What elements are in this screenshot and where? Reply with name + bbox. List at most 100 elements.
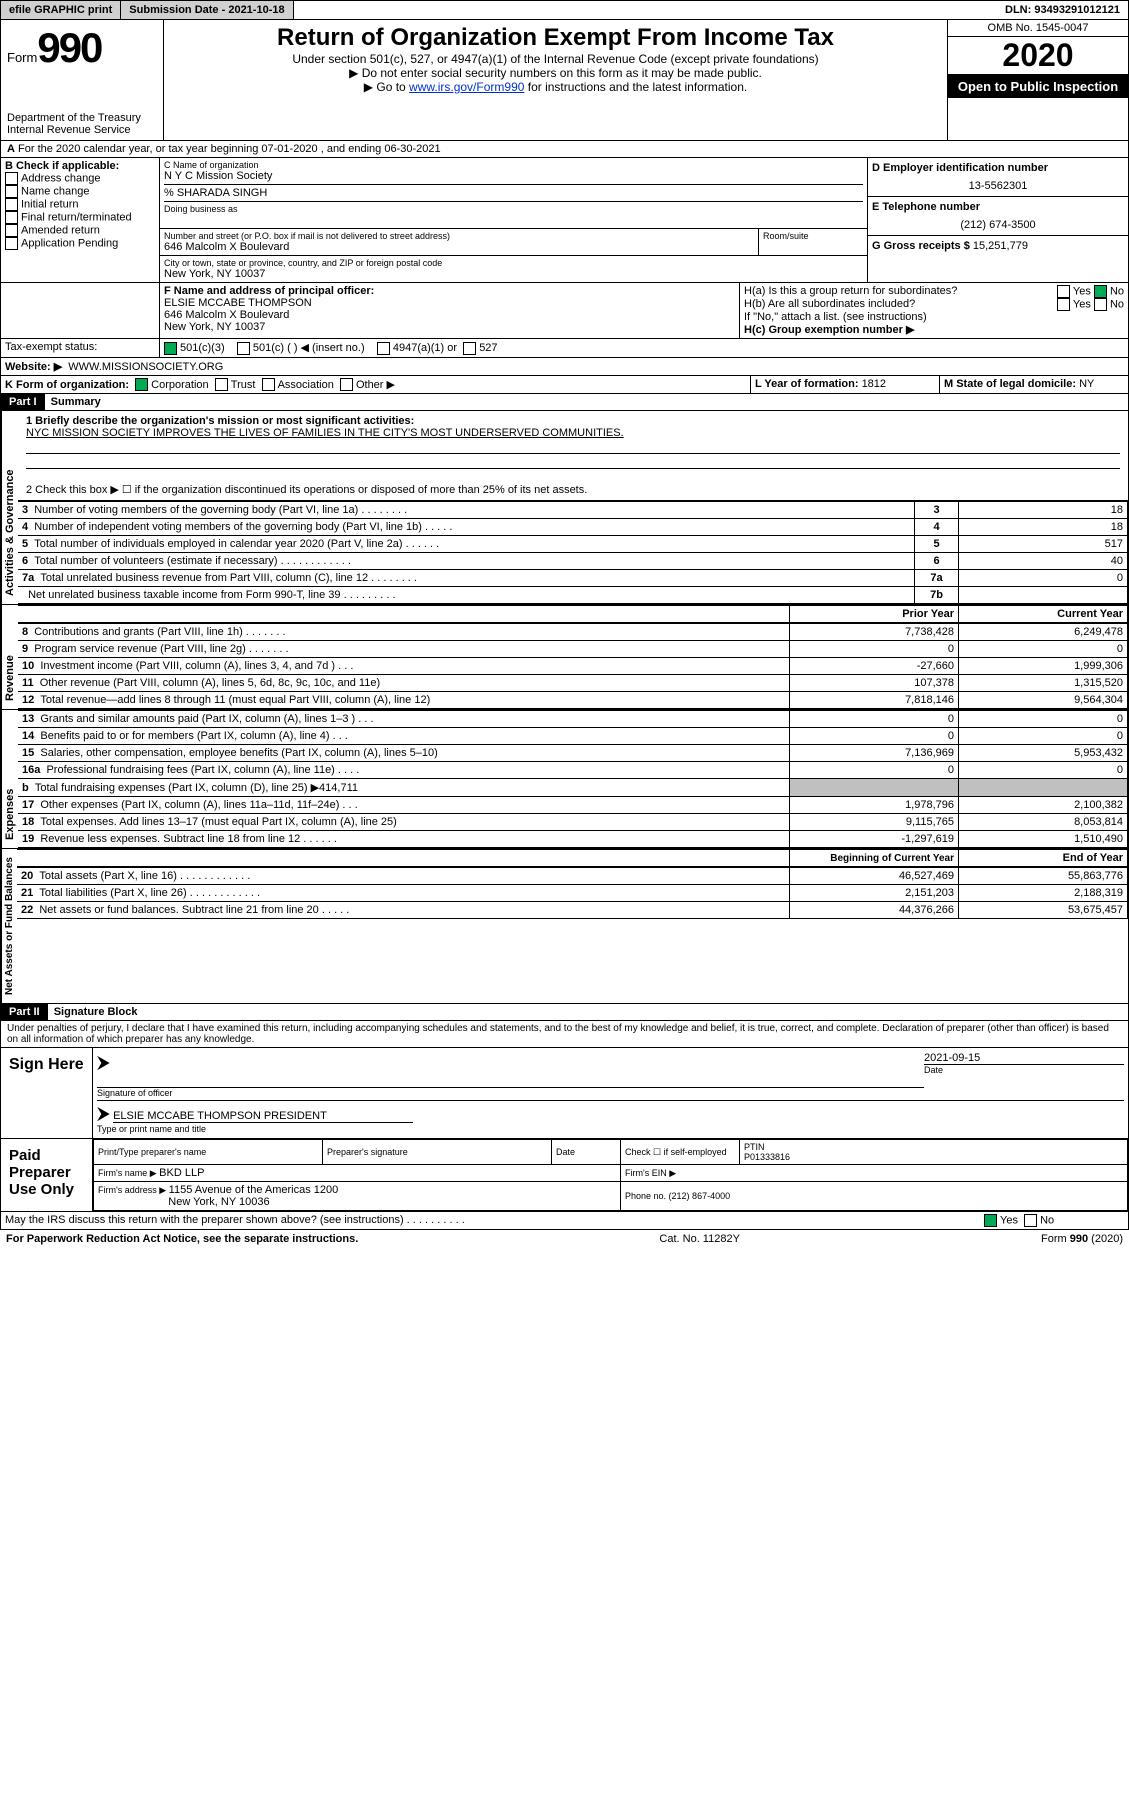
state-domicile: NY (1079, 378, 1094, 390)
submission-date: Submission Date - 2021-10-18 (121, 1, 293, 19)
type-print-label: Type or print name and title (97, 1124, 1124, 1134)
q1-label: 1 Briefly describe the organization's mi… (26, 415, 1120, 427)
table-row: 20 Total assets (Part X, line 16) . . . … (17, 868, 1128, 885)
care-of: % SHARADA SINGH (164, 184, 863, 199)
pra-notice: For Paperwork Reduction Act Notice, see … (6, 1233, 358, 1245)
paid-preparer-block: Paid Preparer Use Only Print/Type prepar… (0, 1139, 1129, 1212)
table-row: 5 Total number of individuals employed i… (18, 536, 1128, 553)
revenue-label: Revenue (1, 605, 18, 709)
b-option[interactable]: Amended return (5, 224, 155, 237)
prep-sig-label: Preparer's signature (323, 1140, 552, 1165)
b-option[interactable]: Initial return (5, 198, 155, 211)
gross-receipts-label: G Gross receipts $ (872, 240, 973, 252)
other-check[interactable] (340, 378, 353, 391)
subtitle-3: ▶ Go to www.irs.gov/Form990 for instruct… (168, 80, 943, 94)
tax-year: 2020 (948, 37, 1128, 75)
hb-yes-check[interactable] (1057, 298, 1070, 311)
irs-label: Internal Revenue Service (7, 124, 157, 136)
527-check[interactable] (463, 342, 476, 355)
ha-label: H(a) Is this a group return for subordin… (744, 285, 957, 298)
b-option[interactable]: Final return/terminated (5, 211, 155, 224)
street-address: 646 Malcolm X Boulevard (164, 241, 754, 253)
city-label: City or town, state or province, country… (164, 258, 863, 268)
date-label: Date (924, 1064, 1124, 1075)
ein-value: 13-5562301 (872, 180, 1124, 192)
table-row: Net unrelated business taxable income fr… (18, 587, 1128, 604)
table-row: 9 Program service revenue (Part VIII, li… (18, 641, 1128, 658)
omb-number: OMB No. 1545-0047 (948, 20, 1128, 37)
501c3-check[interactable] (164, 342, 177, 355)
discuss-no-check[interactable] (1024, 1214, 1037, 1227)
table-row: 3 Number of voting members of the govern… (18, 502, 1128, 519)
room-suite: Room/suite (758, 229, 867, 255)
table-row: 19 Revenue less expenses. Subtract line … (18, 831, 1128, 848)
b-option[interactable]: Address change (5, 172, 155, 185)
firm-addr2: New York, NY 10036 (168, 1196, 269, 1208)
ha-yes-check[interactable] (1057, 285, 1070, 298)
q2-text: 2 Check this box ▶ ☐ if the organization… (26, 483, 1120, 496)
discuss-yes-check[interactable] (984, 1214, 997, 1227)
b-label: B Check if applicable: (5, 160, 155, 172)
table-row: 13 Grants and similar amounts paid (Part… (18, 711, 1128, 728)
section-bcde: B Check if applicable: Address changeNam… (0, 158, 1129, 283)
dept-treasury: Department of the Treasury (7, 112, 157, 124)
prep-name-label: Print/Type preparer's name (94, 1140, 323, 1165)
corp-check[interactable] (135, 378, 148, 391)
self-employed-check[interactable]: Check ☐ if self-employed (621, 1140, 740, 1165)
firm-addr1: 1155 Avenue of the Americas 1200 (169, 1184, 339, 1196)
hb-label: H(b) Are all subordinates included? (744, 298, 915, 311)
city-state-zip: New York, NY 10037 (164, 268, 863, 280)
trust-check[interactable] (215, 378, 228, 391)
hc-label: H(c) Group exemption number ▶ (744, 323, 1124, 336)
efile-btn[interactable]: efile GRAPHIC print (1, 1, 121, 19)
table-row: 21 Total liabilities (Part X, line 26) .… (17, 885, 1128, 902)
ein-label: D Employer identification number (872, 162, 1124, 174)
table-row: 6 Total number of volunteers (estimate i… (18, 553, 1128, 570)
ptin-value: P01333816 (744, 1152, 790, 1162)
table-row: 14 Benefits paid to or for members (Part… (18, 728, 1128, 745)
table-row: 16a Professional fundraising fees (Part … (18, 762, 1128, 779)
org-name: N Y C Mission Society (164, 170, 863, 182)
net-assets-label: Net Assets or Fund Balances (1, 849, 17, 1003)
table-row: 7a Total unrelated business revenue from… (18, 570, 1128, 587)
4947-check[interactable] (377, 342, 390, 355)
sig-officer-label: Signature of officer (97, 1087, 924, 1098)
table-row: 22 Net assets or fund balances. Subtract… (17, 902, 1128, 919)
form-footer: Form 990 (2020) (1041, 1233, 1123, 1245)
table-row: 17 Other expenses (Part IX, column (A), … (18, 797, 1128, 814)
year-formation: 1812 (862, 378, 886, 390)
top-bar: efile GRAPHIC print Submission Date - 20… (0, 0, 1129, 20)
501c-check[interactable] (237, 342, 250, 355)
subtitle-1: Under section 501(c), 527, or 4947(a)(1)… (168, 52, 943, 66)
dln: DLN: 93493291012121 (997, 1, 1128, 19)
table-row: 18 Total expenses. Add lines 13–17 (must… (18, 814, 1128, 831)
officer-addr1: 646 Malcolm X Boulevard (164, 309, 735, 321)
officer-print-name: ELSIE MCCABE THOMPSON PRESIDENT (113, 1110, 413, 1123)
hb-no-check[interactable] (1094, 298, 1107, 311)
b-option[interactable]: Application Pending (5, 237, 155, 250)
website-value: WWW.MISSIONSOCIETY.ORG (68, 361, 223, 373)
firm-phone: (212) 867-4000 (669, 1191, 731, 1201)
cat-number: Cat. No. 11282Y (659, 1233, 740, 1245)
form990-link[interactable]: www.irs.gov/Form990 (409, 80, 524, 94)
gross-receipts-value: 15,251,779 (973, 240, 1028, 252)
sig-date: 2021-09-15 (924, 1052, 1124, 1064)
firm-name: BKD LLP (159, 1167, 204, 1179)
phone-value: (212) 674-3500 (872, 219, 1124, 231)
form-title: Return of Organization Exempt From Incom… (168, 24, 943, 52)
table-row: 8 Contributions and grants (Part VIII, l… (18, 624, 1128, 641)
mission-statement: NYC MISSION SOCIETY IMPROVES THE LIVES O… (26, 427, 1120, 439)
activities-governance-label: Activities & Governance (1, 411, 18, 604)
part2-header: Part II Signature Block (0, 1004, 1129, 1021)
ha-no-check[interactable] (1094, 285, 1107, 298)
table-row: 4 Number of independent voting members o… (18, 519, 1128, 536)
officer-addr2: New York, NY 10037 (164, 321, 735, 333)
sign-here-block: Sign Here ⮞ Signature of officer 2021-09… (0, 1048, 1129, 1139)
open-inspection: Open to Public Inspection (948, 75, 1128, 98)
b-option[interactable]: Name change (5, 185, 155, 198)
assoc-check[interactable] (262, 378, 275, 391)
table-row: b Total fundraising expenses (Part IX, c… (18, 779, 1128, 797)
form-label: Form990 (7, 24, 157, 72)
form-header: Form990 Department of the Treasury Inter… (0, 20, 1129, 141)
page-footer: For Paperwork Reduction Act Notice, see … (0, 1230, 1129, 1248)
